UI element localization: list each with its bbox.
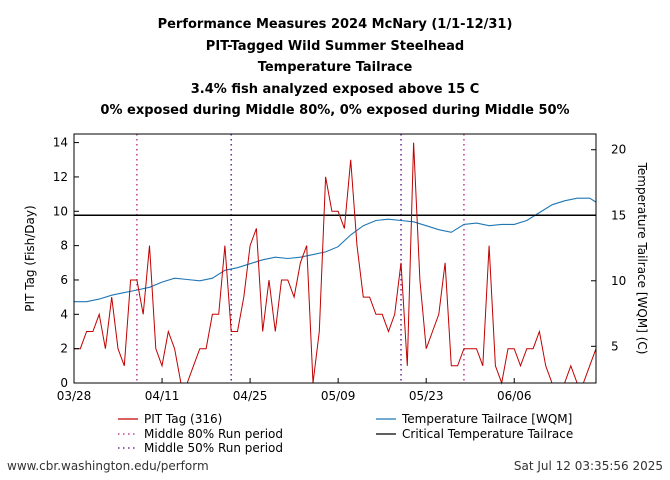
chart-title: Performance Measures 2024 McNary (1/1-12… (157, 17, 513, 32)
y-tick-label-0: 0 (60, 376, 68, 390)
y-tick-label-7: 14 (53, 136, 68, 150)
x-tick-label-3: 05/09 (321, 389, 356, 403)
chart-title-block: Performance Measures 2024 McNary (1/1-12… (0, 14, 670, 122)
y-axis-label: PIT Tag (Fish/Day) (23, 205, 37, 311)
chart-subtitle-middle: 0% exposed during Middle 80%, 0% exposed… (100, 103, 570, 118)
y-tick-label-2: 4 (60, 307, 68, 321)
legend-label-0: PIT Tag (316) (144, 412, 222, 426)
temperature-series-line (74, 197, 597, 303)
y2-tick-label-1: 10 (611, 274, 626, 288)
y-tick-label-4: 8 (60, 239, 68, 253)
y2-axis-label: Temperature Tailrace [WQM] (C) (635, 162, 649, 355)
x-tick-label-4: 05/23 (409, 389, 444, 403)
y2-tick-label-3: 20 (611, 143, 626, 157)
y-tick-label-3: 6 (60, 273, 68, 287)
y2-tick-label-2: 15 (611, 208, 626, 222)
x-tick-label-1: 04/11 (145, 389, 180, 403)
x-tick-label-0: 03/28 (57, 389, 92, 403)
y-tick-label-6: 12 (53, 170, 68, 184)
y-tick-label-5: 10 (53, 204, 68, 218)
y2-tick-label-0: 5 (611, 339, 619, 353)
x-tick-label-5: 06/06 (497, 389, 532, 403)
chart-subtitle-measure: Temperature Tailrace (257, 60, 413, 75)
chart-subtitle-species: PIT-Tagged Wild Summer Steelhead (205, 38, 465, 54)
plot-frame (73, 133, 597, 384)
pit-tag-series-line (74, 142, 597, 385)
legend-label-2: Middle 50% Run period (144, 441, 283, 455)
legend-label-3: Temperature Tailrace [WQM] (401, 412, 572, 426)
footer-timestamp: Sat Jul 12 03:35:56 2025 (513, 459, 663, 473)
y-tick-label-1: 2 (60, 342, 68, 356)
chart-subtitle-exposed: 3.4% fish analyzed exposed above 15 C (190, 81, 480, 97)
legend-label-4: Critical Temperature Tailrace (402, 427, 573, 441)
x-tick-label-2: 04/25 (233, 389, 268, 403)
footer-url[interactable]: www.cbr.washington.edu/perform (7, 459, 209, 473)
legend-label-1: Middle 80% Run period (144, 427, 283, 441)
